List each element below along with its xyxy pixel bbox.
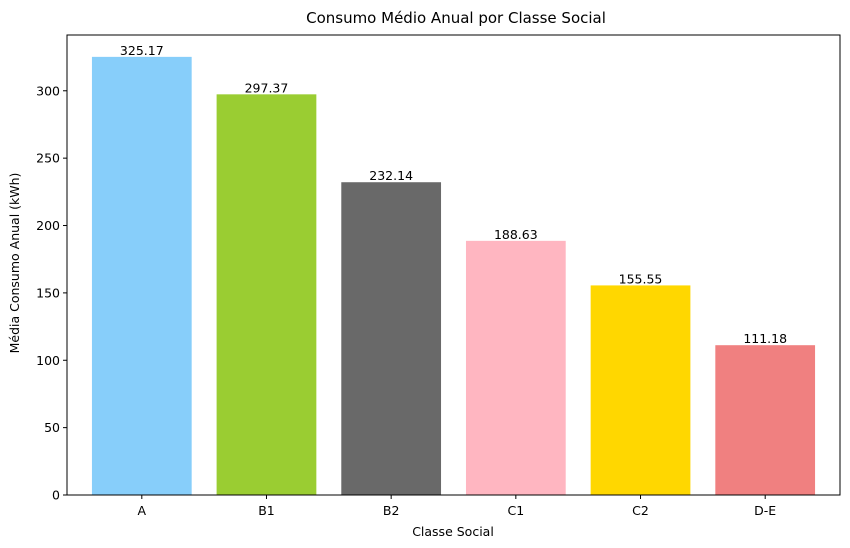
y-axis-label: Média Consumo Anual (kWh) <box>7 173 22 354</box>
bar-b1 <box>216 94 317 495</box>
x-tick-label: B2 <box>383 503 400 518</box>
bar-b2 <box>341 182 442 495</box>
plot-frame <box>66 34 841 496</box>
chart-title: Consumo Médio Anual por Classe Social <box>306 9 606 27</box>
bar-c1 <box>465 240 566 495</box>
y-tick-label: 250 <box>36 151 60 166</box>
x-tick-label: A <box>138 503 147 518</box>
bar-d-e <box>715 345 816 495</box>
y-tick-label: 100 <box>36 353 60 368</box>
x-tick-label: B1 <box>258 503 275 518</box>
bar-c2 <box>590 285 691 495</box>
bar-value-label: 297.37 <box>245 80 289 95</box>
bar-value-label: 325.17 <box>120 43 164 58</box>
y-tick-label: 300 <box>36 83 60 98</box>
bar-value-label: 188.63 <box>494 227 538 242</box>
y-axis: 0 50 100 150 200 250 300 <box>36 83 67 503</box>
x-axis: A B1 B2 C1 C2 D-E <box>138 495 776 518</box>
x-tick-label: C1 <box>507 503 524 518</box>
y-tick-label: 150 <box>36 285 60 300</box>
y-tick-label: 200 <box>36 218 60 233</box>
bar-value-label: 111.18 <box>743 331 787 346</box>
y-tick-label: 0 <box>52 488 60 503</box>
y-tick-label: 50 <box>44 420 60 435</box>
x-axis-label: Classe Social <box>412 524 494 539</box>
x-tick-label: C2 <box>632 503 649 518</box>
bar-a <box>91 56 192 496</box>
x-tick-label: D-E <box>754 503 776 518</box>
bar-value-label: 232.14 <box>369 168 413 183</box>
plot-area: 325.17 297.37 232.14 188.63 155.55 111.18 <box>66 34 841 496</box>
bar-value-label: 155.55 <box>619 271 663 286</box>
